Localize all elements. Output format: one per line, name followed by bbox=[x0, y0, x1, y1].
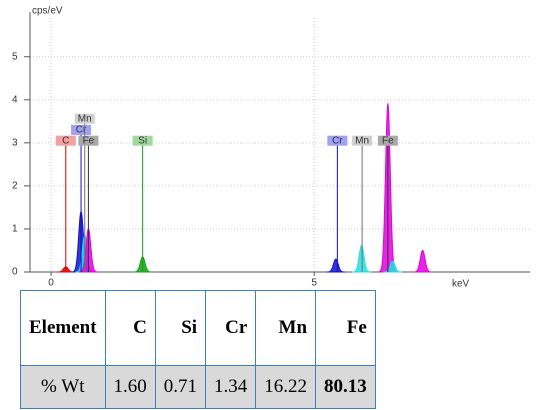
element-label-box bbox=[327, 135, 348, 146]
element-label-box bbox=[132, 135, 153, 146]
element-label: Mn bbox=[352, 135, 373, 146]
element-label-text: Mn bbox=[78, 113, 92, 124]
table-cell: Mn bbox=[255, 290, 317, 366]
element-label-text: Mn bbox=[355, 135, 369, 146]
table-cell: 1.34 bbox=[205, 365, 257, 409]
y-tick-label: 5 bbox=[12, 51, 18, 62]
element-label-text: Si bbox=[138, 135, 147, 146]
element-label: Mn bbox=[74, 113, 95, 124]
spectrum-peak bbox=[413, 249, 433, 273]
table-cell: Si bbox=[154, 290, 207, 366]
table-cell: % Wt bbox=[20, 365, 106, 409]
element-label-box bbox=[74, 113, 95, 124]
element-label: Cr bbox=[71, 124, 92, 136]
table-cell: Fe bbox=[315, 290, 376, 366]
spectrum-peak bbox=[383, 260, 403, 273]
table-cell: 16.22 bbox=[255, 365, 317, 409]
y-tick-label: 0 bbox=[12, 267, 18, 278]
table-cell: 0.71 bbox=[154, 365, 207, 409]
x-axis-label: keV bbox=[452, 279, 470, 290]
element-label: C bbox=[55, 135, 76, 146]
element-label-text: C bbox=[62, 135, 69, 146]
element-label-text: Cr bbox=[332, 135, 343, 146]
element-label: Fe bbox=[78, 135, 99, 146]
table-cell: C bbox=[104, 290, 156, 366]
y-tick-label: 1 bbox=[12, 224, 18, 235]
spectrum-peak bbox=[326, 258, 346, 273]
y-tick-label: 3 bbox=[12, 137, 18, 148]
element-label-text: Fe bbox=[83, 135, 95, 146]
header-row: Element C Si Cr Mn Fe bbox=[20, 290, 376, 366]
table-cell: 80.13 bbox=[315, 365, 376, 409]
element-label-text: Fe bbox=[382, 135, 394, 146]
table-cell: 1.60 bbox=[104, 365, 156, 409]
element-label-box bbox=[71, 124, 92, 135]
element-label: Fe bbox=[377, 135, 398, 146]
y-tick-label: 2 bbox=[12, 181, 18, 192]
y-tick-label: 4 bbox=[12, 94, 18, 105]
element-label-box bbox=[55, 135, 76, 146]
y-axis-label: cps/eV bbox=[32, 6, 63, 17]
table-cell: Element bbox=[20, 290, 106, 366]
x-tick-label: 5 bbox=[311, 278, 317, 289]
element-label: Cr bbox=[327, 135, 348, 146]
element-label-box bbox=[377, 135, 398, 146]
data-row: % Wt 1.60 0.71 1.34 16.22 80.13 bbox=[20, 365, 376, 409]
results-table: Element C Si Cr Mn Fe % Wt 1.60 0.71 1.34 16.22 80… bbox=[20, 290, 376, 409]
spectrum-peak bbox=[352, 244, 372, 273]
element-label-text: Cr bbox=[76, 125, 87, 136]
element-label: Si bbox=[132, 135, 153, 146]
element-label-box bbox=[78, 135, 99, 146]
x-tick-label: 0 bbox=[48, 278, 54, 289]
element-label-box bbox=[352, 135, 373, 146]
table-cell: Cr bbox=[205, 290, 257, 366]
